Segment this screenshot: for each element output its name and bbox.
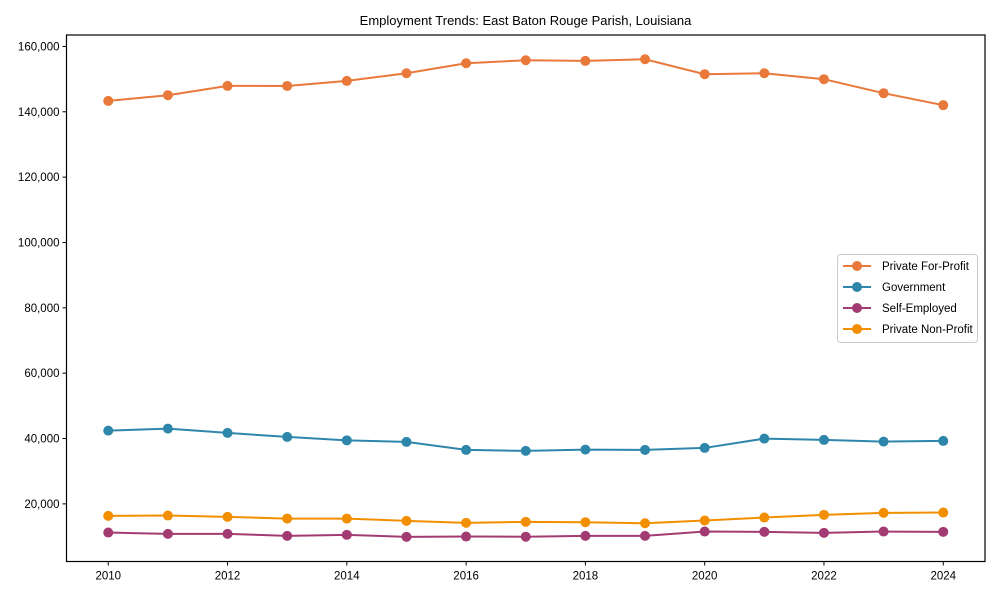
data-point (520, 516, 531, 527)
y-tick-label: 60,000 (24, 368, 59, 380)
data-point (520, 531, 531, 542)
data-point (699, 526, 710, 537)
y-tick-label: 80,000 (24, 303, 59, 315)
data-point (103, 527, 114, 538)
data-point (461, 58, 472, 69)
data-point (461, 444, 472, 455)
legend-label: Self-Employed (882, 303, 957, 315)
y-tick-label: 160,000 (18, 41, 60, 53)
series-line (108, 58, 944, 107)
data-point (699, 69, 710, 80)
series-private-for-profit (103, 54, 949, 111)
data-point (222, 511, 233, 522)
series-private-non-profit (103, 507, 949, 529)
data-point (580, 444, 591, 455)
data-point (401, 436, 412, 447)
legend-label: Private Non-Profit (882, 324, 974, 336)
data-point (759, 512, 770, 523)
x-tick-label: 2022 (811, 571, 837, 583)
data-point (282, 431, 293, 442)
data-point (938, 435, 949, 446)
x-tick-label: 2014 (334, 571, 360, 583)
data-point (401, 515, 412, 526)
data-point (401, 531, 412, 542)
legend-marker (852, 303, 862, 313)
legend-label: Private For-Profit (882, 261, 970, 273)
data-point (640, 530, 651, 541)
y-axis: 20,000 40,000 60,000 80,000 100,000 120,000 14… (18, 41, 67, 511)
x-axis: 2010 2012 2014 2016 2018 2020 2022 2024 (95, 561, 957, 583)
data-point (103, 95, 114, 106)
plot-frame (65, 34, 986, 563)
legend-marker (852, 261, 862, 271)
data-point (878, 436, 889, 447)
y-tick-label: 140,000 (18, 107, 60, 119)
data-point (520, 445, 531, 456)
data-point (461, 531, 472, 542)
data-point (162, 90, 173, 101)
data-point (818, 527, 829, 538)
y-tick-label: 100,000 (18, 237, 60, 249)
x-tick-label: 2024 (930, 571, 956, 583)
data-point (401, 68, 412, 79)
series-government (103, 423, 949, 456)
data-point (341, 529, 352, 540)
data-point (282, 530, 293, 541)
data-point (818, 509, 829, 520)
data-point (580, 530, 591, 541)
plot-area (103, 54, 949, 542)
data-point (282, 513, 293, 524)
y-tick-label: 20,000 (24, 499, 59, 511)
data-point (103, 510, 114, 521)
data-point (520, 55, 531, 66)
data-point (699, 442, 710, 453)
data-point (282, 80, 293, 91)
data-point (759, 526, 770, 537)
data-point (938, 507, 949, 518)
data-point (222, 80, 233, 91)
x-tick-label: 2018 (573, 571, 599, 583)
x-tick-label: 2020 (692, 571, 718, 583)
data-point (461, 517, 472, 528)
data-point (162, 423, 173, 434)
data-point (341, 435, 352, 446)
data-point (162, 528, 173, 539)
data-point (162, 510, 173, 521)
data-point (938, 100, 949, 111)
legend-marker (852, 282, 862, 292)
data-point (640, 54, 651, 65)
y-tick-label: 120,000 (18, 172, 60, 184)
chart-title: Employment Trends: East Baton Rouge Pari… (360, 13, 692, 28)
data-point (341, 513, 352, 524)
data-point (640, 444, 651, 455)
data-point (938, 526, 949, 537)
series-self-employed (103, 526, 949, 542)
y-tick-label: 40,000 (24, 434, 59, 446)
data-point (222, 427, 233, 438)
data-point (699, 515, 710, 526)
data-point (818, 74, 829, 85)
legend-marker (852, 324, 862, 334)
data-point (222, 528, 233, 539)
data-point (580, 517, 591, 528)
data-point (341, 75, 352, 86)
data-point (878, 526, 889, 537)
x-tick-label: 2016 (453, 571, 479, 583)
legend-label: Government (882, 282, 946, 294)
data-point (878, 88, 889, 99)
legend: Private For-Profit Government Self-Employe… (837, 254, 978, 343)
data-point (759, 68, 770, 79)
data-point (580, 55, 591, 66)
x-tick-label: 2012 (215, 571, 241, 583)
data-point (640, 518, 651, 529)
legend-box (837, 254, 978, 343)
x-tick-label: 2010 (95, 571, 121, 583)
data-point (878, 507, 889, 518)
data-point (818, 434, 829, 445)
data-point (103, 425, 114, 436)
data-point (759, 433, 770, 444)
